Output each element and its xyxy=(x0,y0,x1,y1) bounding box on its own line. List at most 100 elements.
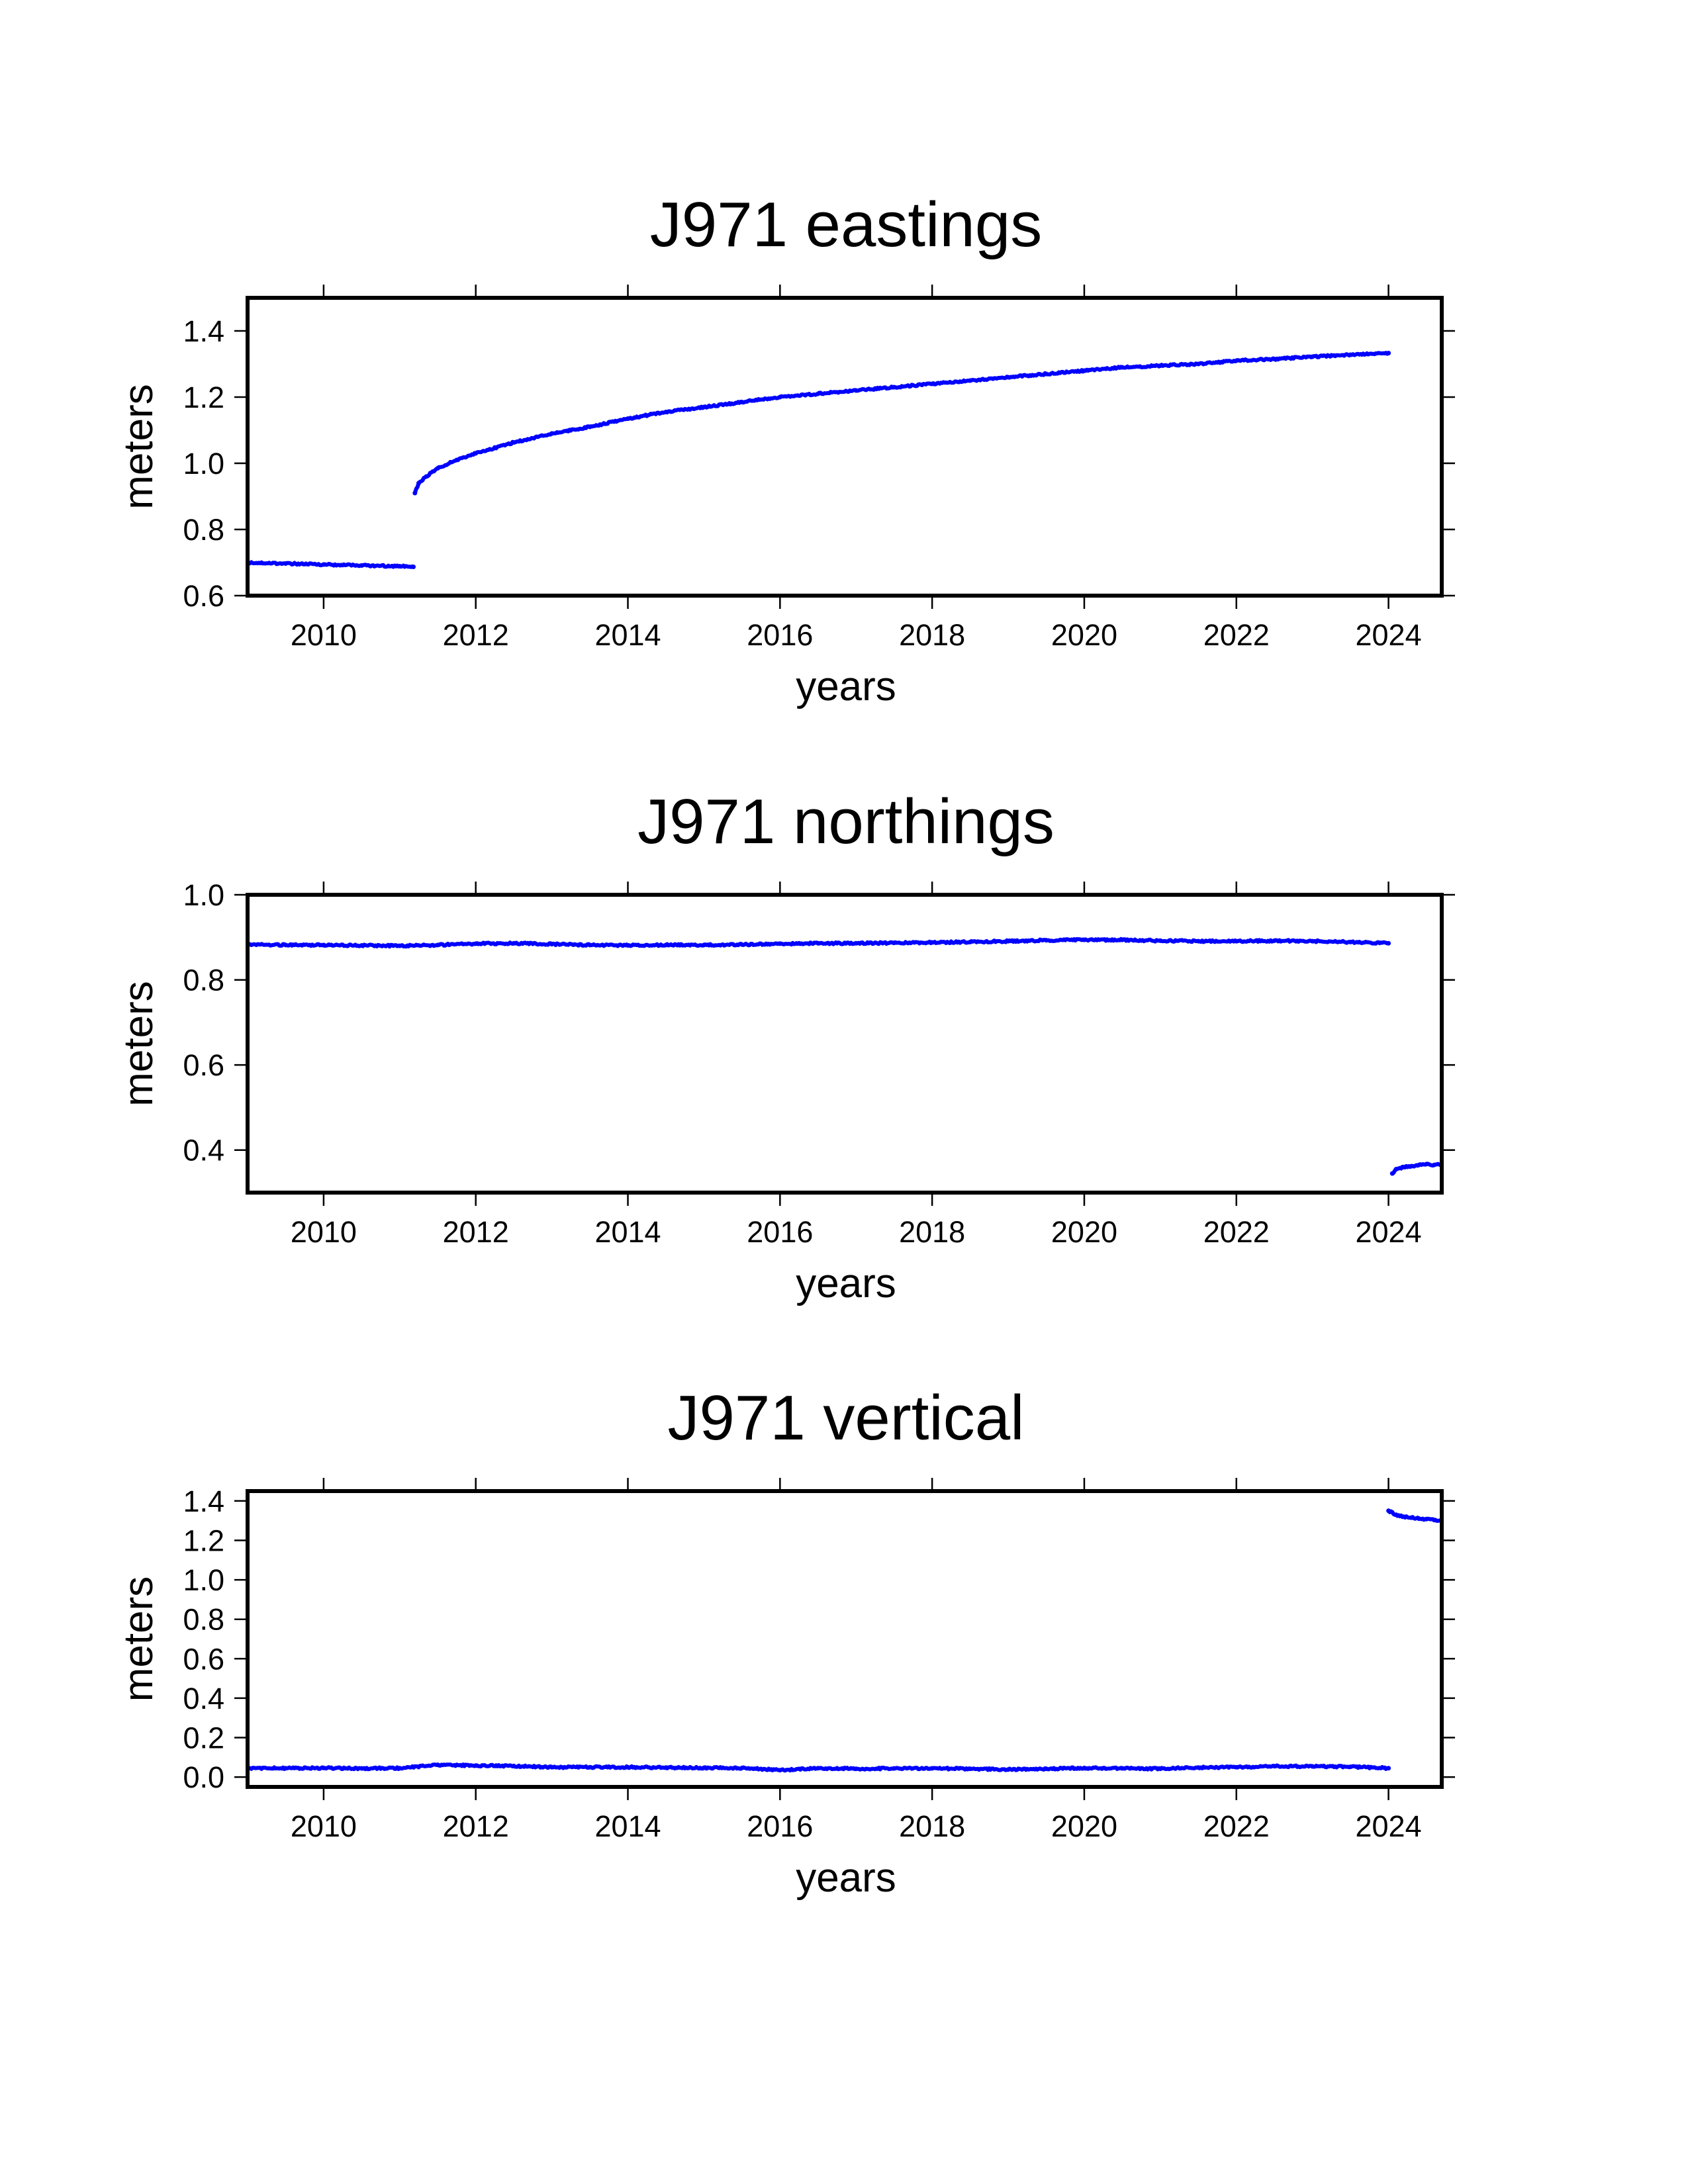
eastings-title: J971 eastings xyxy=(650,189,1042,260)
vertical-panel: J971 vertical 2010 2012 2014 2016 2018 2020 202… xyxy=(116,1383,1455,1901)
northings-point xyxy=(1424,1161,1429,1167)
vertical-point xyxy=(283,1766,288,1771)
northings-point xyxy=(1082,937,1087,942)
northings-point xyxy=(1196,938,1201,944)
eastings-point xyxy=(359,563,364,568)
northings-point xyxy=(1158,938,1163,943)
eastings-point xyxy=(511,440,516,445)
eastings-series-0 xyxy=(248,560,416,569)
vertical-point xyxy=(549,1764,555,1770)
northings-point xyxy=(1417,1162,1421,1167)
vertical-x-tick-label: 2022 xyxy=(1203,1809,1270,1843)
eastings-y-tick-label: 1.4 xyxy=(183,314,224,348)
eastings-point xyxy=(416,480,421,486)
vertical-x-tick-label: 2016 xyxy=(747,1809,813,1843)
northings-x-axis-label: years xyxy=(796,1261,896,1306)
northings-point xyxy=(1006,938,1011,944)
eastings-point xyxy=(968,378,973,383)
vertical-point xyxy=(1006,1767,1011,1772)
northings-y-tick-label: 0.6 xyxy=(183,1048,224,1082)
vertical-point xyxy=(1158,1766,1163,1772)
vertical-x-tick-label: 2024 xyxy=(1356,1809,1422,1843)
northings-frame xyxy=(246,893,1444,1195)
vertical-y-tick-label: 0.4 xyxy=(183,1682,224,1715)
vertical-point xyxy=(1348,1764,1353,1770)
eastings-frame xyxy=(246,296,1444,598)
vertical-x-tick-label: 2014 xyxy=(594,1809,661,1843)
northings-x-tick-label: 2014 xyxy=(594,1215,661,1249)
eastings-point xyxy=(1272,357,1277,361)
vertical-point xyxy=(359,1766,364,1771)
eastings-x-tick-label: 2018 xyxy=(899,618,965,652)
northings-point xyxy=(283,942,288,948)
northings-point xyxy=(359,943,364,948)
vertical-point xyxy=(1424,1516,1429,1522)
eastings-y-tick-label: 0.8 xyxy=(183,513,224,547)
vertical-point xyxy=(626,1764,630,1770)
northings-point xyxy=(1044,938,1049,943)
eastings-x-tick-label: 2016 xyxy=(747,618,813,652)
northings-x-tick-label: 2024 xyxy=(1356,1215,1422,1249)
northings-point xyxy=(587,942,592,948)
northings-point xyxy=(1432,1162,1436,1167)
eastings-y-tick-label: 1.2 xyxy=(183,381,224,414)
vertical-point xyxy=(1417,1516,1421,1522)
eastings-point xyxy=(1119,365,1125,370)
eastings-point xyxy=(1234,358,1239,363)
eastings-point xyxy=(412,490,418,496)
eastings-point xyxy=(283,561,288,566)
eastings-point xyxy=(892,385,897,390)
vertical-y-axis-label: meters xyxy=(116,1576,162,1702)
northings-point xyxy=(816,940,821,946)
northings-point xyxy=(1386,940,1391,946)
northings-x-tick-label: 2016 xyxy=(747,1215,813,1249)
eastings-point xyxy=(816,391,821,396)
vertical-point xyxy=(816,1766,821,1771)
northings-point xyxy=(626,943,630,948)
vertical-point xyxy=(473,1763,479,1768)
eastings-y-tick-label: 1.0 xyxy=(183,447,224,480)
vertical-y-tick-label: 0.0 xyxy=(183,1760,224,1794)
eastings-point xyxy=(1006,375,1011,380)
northings-x-tick-label: 2022 xyxy=(1203,1215,1270,1249)
northings-x-tick-label: 2012 xyxy=(443,1215,509,1249)
vertical-point xyxy=(321,1765,326,1770)
vertical-point xyxy=(1082,1765,1087,1770)
northings-point xyxy=(892,940,897,946)
vertical-point xyxy=(701,1765,706,1770)
vertical-point xyxy=(1044,1766,1049,1772)
northings-point xyxy=(1389,1171,1395,1176)
eastings-x-tick-label: 2020 xyxy=(1051,618,1117,652)
vertical-x-tick-label: 2010 xyxy=(291,1809,357,1843)
northings-point xyxy=(1401,1164,1406,1169)
eastings-x-tick-label: 2022 xyxy=(1203,618,1270,652)
eastings-point xyxy=(1082,368,1087,373)
eastings-x-tick-label: 2024 xyxy=(1356,618,1422,652)
vertical-point xyxy=(1272,1764,1277,1769)
vertical-point xyxy=(1386,1508,1391,1514)
vertical-x-tick-label: 2012 xyxy=(443,1809,509,1843)
northings-point xyxy=(663,942,669,948)
northings-point xyxy=(1393,1167,1399,1172)
eastings-y-tick-label: 0.6 xyxy=(183,579,224,613)
vertical-point xyxy=(1432,1518,1436,1523)
northings-point xyxy=(701,942,706,948)
vertical-y-tick-label: 1.0 xyxy=(183,1563,224,1597)
northings-point xyxy=(929,940,935,945)
northings-data xyxy=(248,936,1442,1176)
vertical-y-tick-label: 1.4 xyxy=(183,1484,224,1518)
vertical-point xyxy=(1393,1512,1399,1518)
northings-point xyxy=(1119,937,1125,942)
northings-point xyxy=(1234,938,1239,944)
vertical-point xyxy=(1234,1764,1239,1770)
vertical-point xyxy=(397,1766,402,1771)
vertical-point xyxy=(511,1763,516,1768)
vertical-point xyxy=(853,1766,859,1772)
eastings-point xyxy=(435,466,440,471)
northings-point xyxy=(397,943,402,948)
northings-point xyxy=(473,941,479,946)
eastings-data xyxy=(248,351,1391,569)
vertical-y-tick-label: 0.2 xyxy=(183,1721,224,1755)
eastings-point xyxy=(454,457,459,463)
eastings-point xyxy=(1310,354,1315,359)
